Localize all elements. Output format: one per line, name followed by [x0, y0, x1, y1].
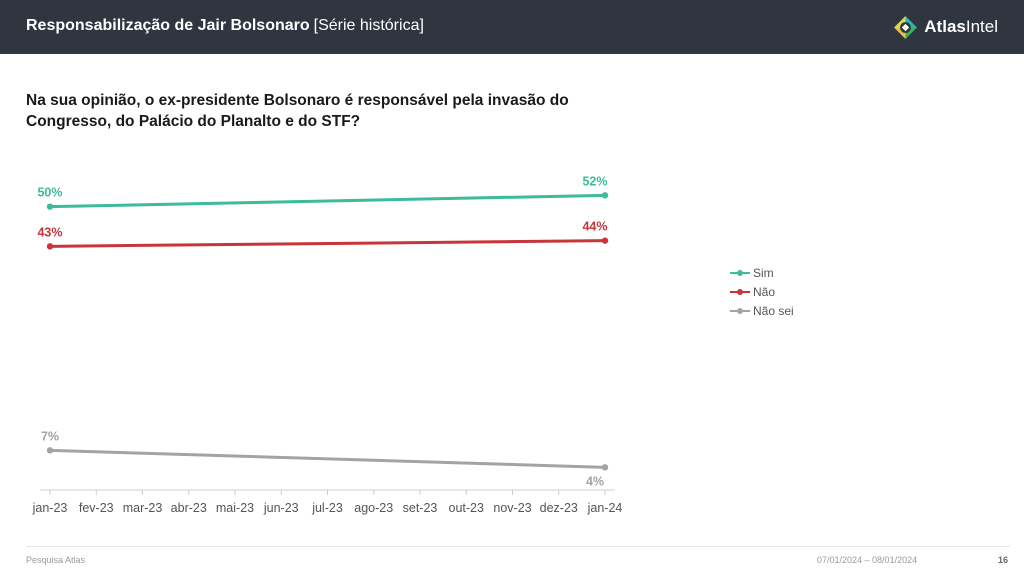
data-point [601, 192, 609, 199]
legend-item: Sim [730, 263, 794, 282]
brand-name: AtlasIntel [924, 17, 998, 37]
legend-swatch [730, 287, 750, 297]
legend-item: Não sei [730, 301, 794, 320]
x-tick-label: out-23 [449, 501, 484, 515]
series-line-não [49, 239, 606, 248]
data-label: 52% [582, 174, 607, 188]
x-tick-label: dez-23 [540, 501, 578, 515]
data-point [601, 237, 609, 244]
page-title-subtitle: [Série histórica] [313, 17, 424, 34]
x-tick-label: jul-23 [311, 501, 343, 515]
legend-label: Sim [753, 265, 774, 280]
legend-label: Não sei [753, 303, 794, 318]
x-tick-label: fev-23 [79, 501, 114, 515]
header-bar: Responsabilização de Jair Bolsonaro [Séri… [0, 0, 1024, 54]
data-label: 50% [37, 186, 62, 200]
series-line-sim [49, 193, 606, 209]
x-tick-label: set-23 [403, 501, 438, 515]
chart-legend: Sim Não Não sei [730, 263, 794, 320]
footer-source: Pesquisa Atlas [26, 555, 86, 565]
brand-name-bold: Atlas [924, 17, 966, 36]
x-tick-label: mai-23 [216, 501, 254, 515]
data-label: 43% [37, 225, 62, 239]
page-title-main: Responsabilização de Jair Bolsonaro [26, 17, 310, 34]
x-tick-label: jan-23 [32, 501, 68, 515]
x-tick-label: jan-24 [587, 501, 623, 515]
footer-date-range: 07/01/2024 – 08/01/2024 [817, 555, 918, 565]
legend-item: Não [730, 282, 794, 301]
data-point [46, 243, 54, 250]
data-point [601, 464, 609, 471]
chart-question: Na sua opinião, o ex-presidente Bolsonar… [26, 92, 569, 130]
page-title: Responsabilização de Jair Bolsonaro [Séri… [26, 17, 424, 35]
data-point [46, 447, 54, 454]
legend-swatch [730, 306, 750, 316]
data-label: 4% [586, 474, 604, 488]
page-number: 16 [997, 555, 1008, 565]
data-label: 7% [41, 429, 59, 443]
x-tick-label: nov-23 [493, 501, 531, 515]
legend-label: Não [753, 284, 776, 299]
x-tick-label: mar-23 [123, 501, 163, 515]
x-tick-label: abr-23 [171, 501, 207, 515]
series-line-não-sei [49, 448, 606, 469]
legend-swatch [730, 268, 750, 278]
brand-name-regular: Intel [965, 17, 998, 36]
data-point [46, 203, 54, 210]
footer-divider [26, 546, 1010, 547]
brand-logo: AtlasIntel [893, 14, 998, 40]
x-tick-label: jun-23 [263, 501, 299, 515]
x-tick-label: ago-23 [354, 501, 393, 515]
atlasintel-logo-icon [894, 15, 918, 39]
data-label: 44% [582, 220, 607, 234]
